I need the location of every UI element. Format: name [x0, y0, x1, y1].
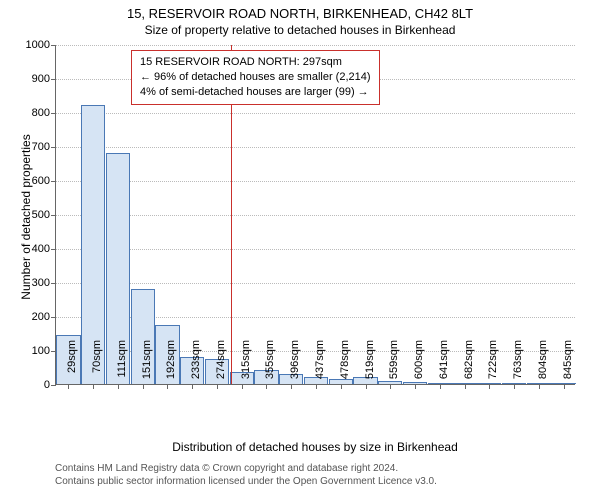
xtick-label: 355sqm — [264, 340, 276, 390]
xtick-label: 29sqm — [66, 340, 78, 390]
xtick-label: 519sqm — [364, 340, 376, 390]
ytick-label: 200 — [32, 311, 56, 323]
histogram-chart: 15, RESERVOIR ROAD NORTH, BIRKENHEAD, CH… — [0, 0, 600, 500]
xtick-label: 111sqm — [116, 340, 128, 390]
ytick-label: 700 — [32, 141, 56, 153]
xtick-label: 396sqm — [289, 340, 301, 390]
xtick-label: 274sqm — [215, 340, 227, 390]
grid-line — [56, 249, 575, 250]
footer-line-1: Contains HM Land Registry data © Crown c… — [55, 462, 437, 475]
annotation-box: 15 RESERVOIR ROAD NORTH: 297sqm← 96% of … — [131, 50, 380, 105]
x-axis-label: Distribution of detached houses by size … — [55, 440, 575, 454]
xtick-label: 192sqm — [165, 340, 177, 390]
xtick-label: 233sqm — [190, 340, 202, 390]
ytick-label: 300 — [32, 277, 56, 289]
annotation-line: ← 96% of detached houses are smaller (2,… — [140, 70, 371, 85]
grid-line — [56, 113, 575, 114]
xtick-label: 559sqm — [388, 340, 400, 390]
chart-title: 15, RESERVOIR ROAD NORTH, BIRKENHEAD, CH… — [0, 0, 600, 21]
xtick-label: 151sqm — [141, 340, 153, 390]
xtick-label: 845sqm — [562, 340, 574, 390]
xtick-label: 682sqm — [463, 340, 475, 390]
footer-line-2: Contains public sector information licen… — [55, 475, 437, 488]
grid-line — [56, 181, 575, 182]
grid-line — [56, 215, 575, 216]
ytick-label: 1000 — [26, 39, 56, 51]
grid-line — [56, 147, 575, 148]
annotation-line: 4% of semi-detached houses are larger (9… — [140, 85, 371, 100]
xtick-label: 315sqm — [240, 340, 252, 390]
y-axis-label: Number of detached properties — [19, 117, 33, 317]
xtick-label: 437sqm — [314, 340, 326, 390]
xtick-label: 600sqm — [413, 340, 425, 390]
xtick-label: 722sqm — [487, 340, 499, 390]
ytick-label: 400 — [32, 243, 56, 255]
ytick-label: 500 — [32, 209, 56, 221]
ytick-label: 0 — [44, 379, 56, 391]
xtick-label: 804sqm — [537, 340, 549, 390]
grid-line — [56, 45, 575, 46]
annotation-line: 15 RESERVOIR ROAD NORTH: 297sqm — [140, 55, 371, 70]
ytick-label: 900 — [32, 73, 56, 85]
ytick-label: 800 — [32, 107, 56, 119]
plot-area: 0100200300400500600700800900100029sqm70s… — [55, 45, 575, 385]
xtick-label: 763sqm — [512, 340, 524, 390]
chart-subtitle: Size of property relative to detached ho… — [0, 21, 600, 37]
xtick-label: 70sqm — [91, 340, 103, 390]
ytick-label: 100 — [32, 345, 56, 357]
xtick-label: 478sqm — [339, 340, 351, 390]
footer-attribution: Contains HM Land Registry data © Crown c… — [55, 462, 437, 488]
grid-line — [56, 283, 575, 284]
ytick-label: 600 — [32, 175, 56, 187]
xtick-label: 641sqm — [438, 340, 450, 390]
